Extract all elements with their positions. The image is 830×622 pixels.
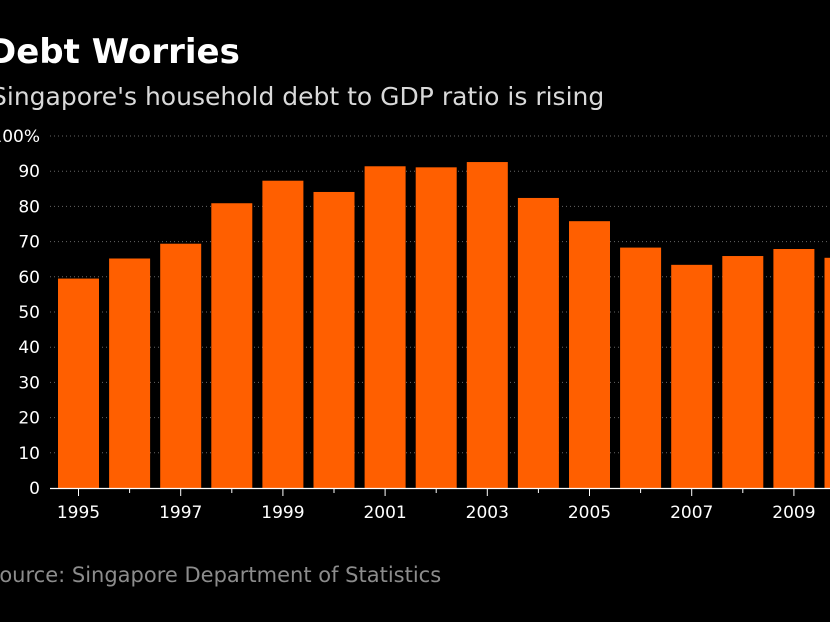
y-tick-label: 80 [18,197,40,217]
x-tick-label: 2003 [466,503,509,523]
bar-2005 [569,221,610,488]
y-tick-label: 100% [0,127,40,147]
y-tick-label: 30 [18,373,40,393]
chart-subtitle: Singapore's household debt to GDP ratio … [0,82,605,111]
bar-1997 [160,243,202,488]
bar-2003 [466,162,508,488]
bar-2006 [620,247,662,488]
x-tick-label: 2007 [670,503,713,523]
chart-source: Source: Singapore Department of Statisti… [0,563,442,587]
y-tick-label: 50 [18,303,40,323]
x-tick-label: 1995 [57,503,100,523]
bar-2010 [824,257,830,488]
bar-1998 [211,203,253,488]
bar-1999 [262,180,304,489]
y-axis: 0 10 20 30 40 50 60 70 80 90 100% [0,127,40,499]
x-tick-label: 1997 [159,503,202,523]
bar-2001 [364,166,406,488]
bar-2008 [722,256,764,488]
x-tick-label: 2005 [568,503,611,523]
bar-2007 [671,264,713,488]
bar-2004 [517,197,559,488]
bar-2009 [773,248,815,488]
chart-title: Debt Worries [0,32,240,72]
y-tick-label: 60 [18,268,40,288]
bar-2002 [415,167,457,488]
y-tick-label: 0 [29,479,40,499]
y-tick-label: 10 [18,444,40,464]
y-tick-label: 70 [18,233,40,253]
bars [58,162,830,489]
bar-2000 [313,191,355,488]
x-tick-label: 2001 [363,503,406,523]
bar-1995 [58,278,99,488]
x-tick-label: 1999 [261,503,304,523]
x-tick-label: 2009 [772,503,815,523]
bar-1996 [109,258,151,488]
x-axis: 1995 1997 1999 2001 2003 2005 2007 2009 [50,487,830,523]
y-tick-label: 20 [18,409,40,429]
y-tick-label: 40 [18,338,40,358]
y-tick-label: 90 [18,162,40,182]
